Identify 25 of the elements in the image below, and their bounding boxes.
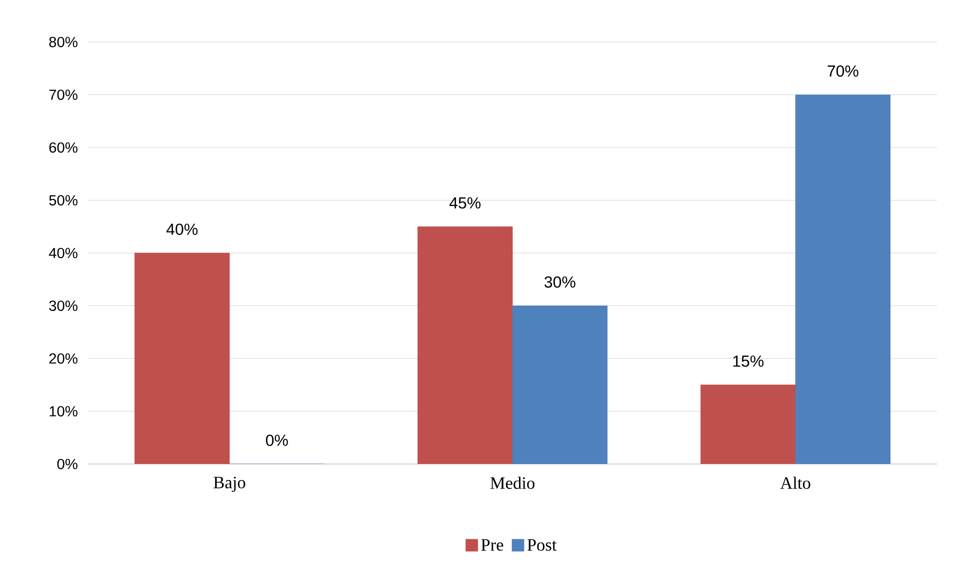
y-tick-label: 0% <box>57 458 78 470</box>
legend-label: Pre <box>481 539 504 551</box>
bar <box>700 384 796 464</box>
data-label: 45% <box>449 197 481 209</box>
y-tick-label: 70% <box>49 90 78 100</box>
data-label: 40% <box>166 224 198 235</box>
x-tick-label: Medio <box>490 476 534 489</box>
x-tick-label: Alto <box>780 476 810 489</box>
bar <box>512 306 608 464</box>
data-label: 70% <box>828 65 858 77</box>
y-tick-label: 50% <box>49 195 78 206</box>
x-tick-label: Bajo <box>214 476 246 492</box>
y-tick-label: 80% <box>49 36 78 48</box>
bar <box>795 94 891 464</box>
bar <box>417 226 513 464</box>
y-tick-label: 40% <box>48 248 78 258</box>
data-label: 30% <box>544 276 576 288</box>
y-tick-label: 60% <box>49 142 78 153</box>
y-tick-label: 30% <box>49 300 78 311</box>
data-label: 0% <box>266 434 288 446</box>
legend-label: Post <box>527 539 557 551</box>
data-label: 15% <box>733 356 764 367</box>
bar <box>134 252 230 464</box>
y-tick-label: 10% <box>50 406 78 416</box>
y-tick-label: 20% <box>49 353 78 364</box>
